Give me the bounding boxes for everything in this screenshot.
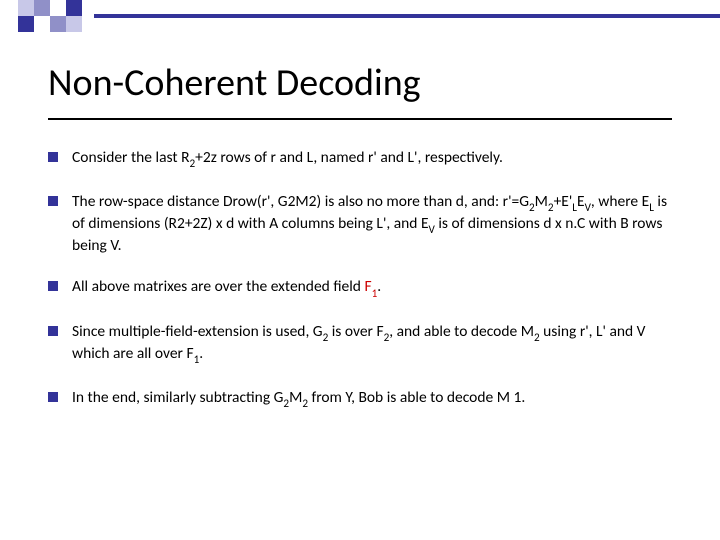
bullet-text: In the end, similarly subtracting G2M2 f…	[72, 388, 676, 410]
text-run: , where E	[591, 192, 649, 211]
bullet-marker-icon	[48, 196, 58, 206]
bullet-marker-icon	[48, 392, 58, 402]
text-run-highlight: F1	[364, 277, 377, 296]
slide-title: Non-Coherent Decoding	[48, 60, 421, 106]
bullet-item: The row-space distance Drow(r', G2M2) is…	[48, 192, 676, 255]
accent-square	[66, 0, 82, 16]
accent-square	[50, 0, 66, 16]
text-run: is over F	[328, 322, 383, 341]
bullet-item: Since multiple-field-extension is used, …	[48, 322, 676, 366]
bullet-item: All above matrixes are over the extended…	[48, 277, 676, 299]
text-run: Consider the last R	[72, 148, 190, 167]
bullet-text: All above matrixes are over the extended…	[72, 277, 676, 299]
bullet-item: Consider the last R2+2z rows of r and L,…	[48, 148, 676, 170]
bullet-item: In the end, similarly subtracting G2M2 f…	[48, 388, 676, 410]
accent-squares	[18, 0, 82, 32]
accent-square	[66, 16, 82, 32]
accent-square	[18, 0, 34, 16]
slide-content: Consider the last R2+2z rows of r and L,…	[48, 148, 676, 432]
top-accent-bar	[0, 0, 720, 32]
subscript: 2	[384, 330, 390, 344]
text-run: +2z rows of r and L, named r' and L', re…	[195, 148, 503, 167]
bullet-text: The row-space distance Drow(r', G2M2) is…	[72, 192, 676, 255]
bullet-marker-icon	[48, 281, 58, 291]
accent-square	[34, 0, 50, 16]
bullet-marker-icon	[48, 326, 58, 336]
text-run: E	[577, 192, 585, 211]
subscript: 2	[323, 330, 329, 344]
subscript: V	[585, 200, 591, 214]
text-run: .	[377, 277, 381, 296]
accent-line	[94, 14, 720, 18]
text-run: All above matrixes are over the extended…	[72, 277, 364, 296]
subscript: 2	[302, 396, 308, 410]
accent-square	[34, 16, 50, 32]
text-run: The row-space distance Drow(r', G2M2) is…	[72, 192, 529, 211]
subscript: 2	[534, 330, 540, 344]
text-run: F	[364, 277, 371, 296]
text-run: from Y, Bob is able to decode M 1.	[308, 388, 525, 407]
bullet-text: Since multiple-field-extension is used, …	[72, 322, 676, 366]
text-run: M	[535, 192, 548, 211]
text-run: , and able to decode M	[389, 322, 534, 341]
text-run: .	[199, 344, 203, 363]
subscript: V	[429, 222, 435, 236]
subscript: 2	[548, 200, 554, 214]
accent-square	[50, 16, 66, 32]
subscript: 2	[283, 396, 289, 410]
text-run: In the end, similarly subtracting G	[72, 388, 283, 407]
subscript: 2	[190, 156, 196, 170]
title-underline	[48, 118, 672, 120]
subscript: L	[649, 200, 654, 214]
bullet-text: Consider the last R2+2z rows of r and L,…	[72, 148, 676, 170]
text-run: +E'	[554, 192, 573, 211]
subscript: 2	[529, 200, 535, 214]
subscript: 1	[194, 352, 200, 366]
text-run: M	[289, 388, 302, 407]
accent-square	[18, 16, 34, 32]
subscript: 1	[372, 286, 378, 300]
text-run: Since multiple-field-extension is used, …	[72, 322, 323, 341]
subscript: L	[572, 200, 577, 214]
bullet-marker-icon	[48, 152, 58, 162]
